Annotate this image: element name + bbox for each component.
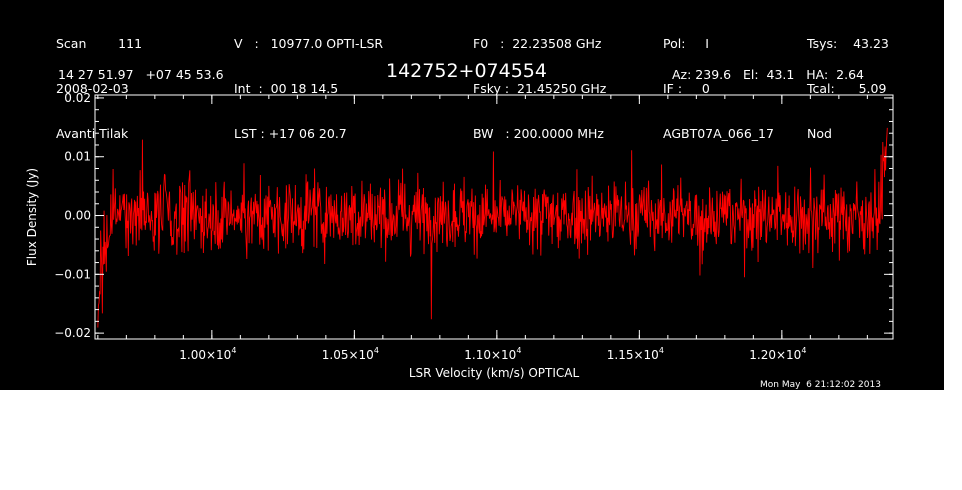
header-col-pol: Pol: I IF : 0 AGBT07A_066_17 <box>663 6 774 171</box>
tsys-line: Tsys: 43.23 <box>807 36 889 51</box>
y-axis: −0.02 −0.01 0.00 0.01 0.02 <box>54 91 893 340</box>
x-tick-label: 1.20×104 <box>749 346 806 362</box>
tcal-line: Tcal: 5.09 <box>807 81 887 96</box>
x-tick-label: 1.10×104 <box>464 346 521 362</box>
y-tick-label: 0.00 <box>64 209 91 223</box>
y-tick-label: 0.02 <box>64 91 91 105</box>
procedure-line: Nod <box>807 126 832 141</box>
project-line: AGBT07A_066_17 <box>663 126 774 141</box>
header-col-scan: Scan 111 2008-02-03 Avanti Tilak <box>56 6 142 171</box>
header-col-tsys: Tsys: 43.23 Tcal: 5.09 Nod <box>807 6 889 171</box>
x-tick-label: 1.00×104 <box>179 346 236 362</box>
x-tick-label: 1.15×104 <box>607 346 664 362</box>
fsky-line: Fsky : 21.45250 GHz <box>473 81 607 96</box>
header-col-velocity: V : 10977.0 OPTI-LSR Int : 00 18 14.5 LS… <box>234 6 383 171</box>
spectrum-plot: −0.02−0.010.000.010.02 1.00×104 1.05×104 1… <box>25 91 894 380</box>
y-tick-label: −0.01 <box>54 267 91 281</box>
spectrum-panel: Scan 111 2008-02-03 Avanti Tilak V : 109… <box>0 0 944 390</box>
source-title: 142752+074554 <box>386 60 547 82</box>
x-axis: 1.00×104 1.05×104 1.10×104 1.15×104 1.20×104 <box>97 95 868 362</box>
timestamp: Mon May 6 21:12:02 2013 <box>760 380 881 390</box>
x-tick-label: 1.05×104 <box>322 346 379 362</box>
velocity-line: V : 10977.0 OPTI-LSR <box>234 36 384 51</box>
source-coordinates: 14 27 51.97 +07 45 53.6 <box>58 67 224 82</box>
lst-line: LST : +17 06 20.7 <box>234 126 347 141</box>
pointing-info: Az: 239.6 El: 43.1 HA: 2.64 <box>672 67 865 82</box>
y-tick-label: −0.02 <box>54 326 91 340</box>
observer-line: Avanti Tilak <box>56 126 129 141</box>
pol-line: Pol: I <box>663 36 709 51</box>
spectrum-trace-0 <box>97 127 888 328</box>
header-col-frequency: F0 : 22.23508 GHz Fsky : 21.45250 GHz BW… <box>473 6 606 171</box>
bw-line: BW : 200.0000 MHz <box>473 126 604 141</box>
date-line: 2008-02-03 <box>56 81 129 96</box>
plot-frame <box>94 94 894 340</box>
y-axis-label: Flux Density (Jy) <box>25 168 39 266</box>
y-tick-label: 0.01 <box>64 150 91 164</box>
spectrum-trace-group <box>97 127 888 328</box>
f0-line: F0 : 22.23508 GHz <box>473 36 602 51</box>
scan-line: Scan 111 <box>56 36 143 51</box>
x-axis-label: LSR Velocity (km/s) OPTICAL <box>409 366 580 380</box>
if-line: IF : 0 <box>663 81 710 96</box>
integration-line: Int : 00 18 14.5 <box>234 81 339 96</box>
